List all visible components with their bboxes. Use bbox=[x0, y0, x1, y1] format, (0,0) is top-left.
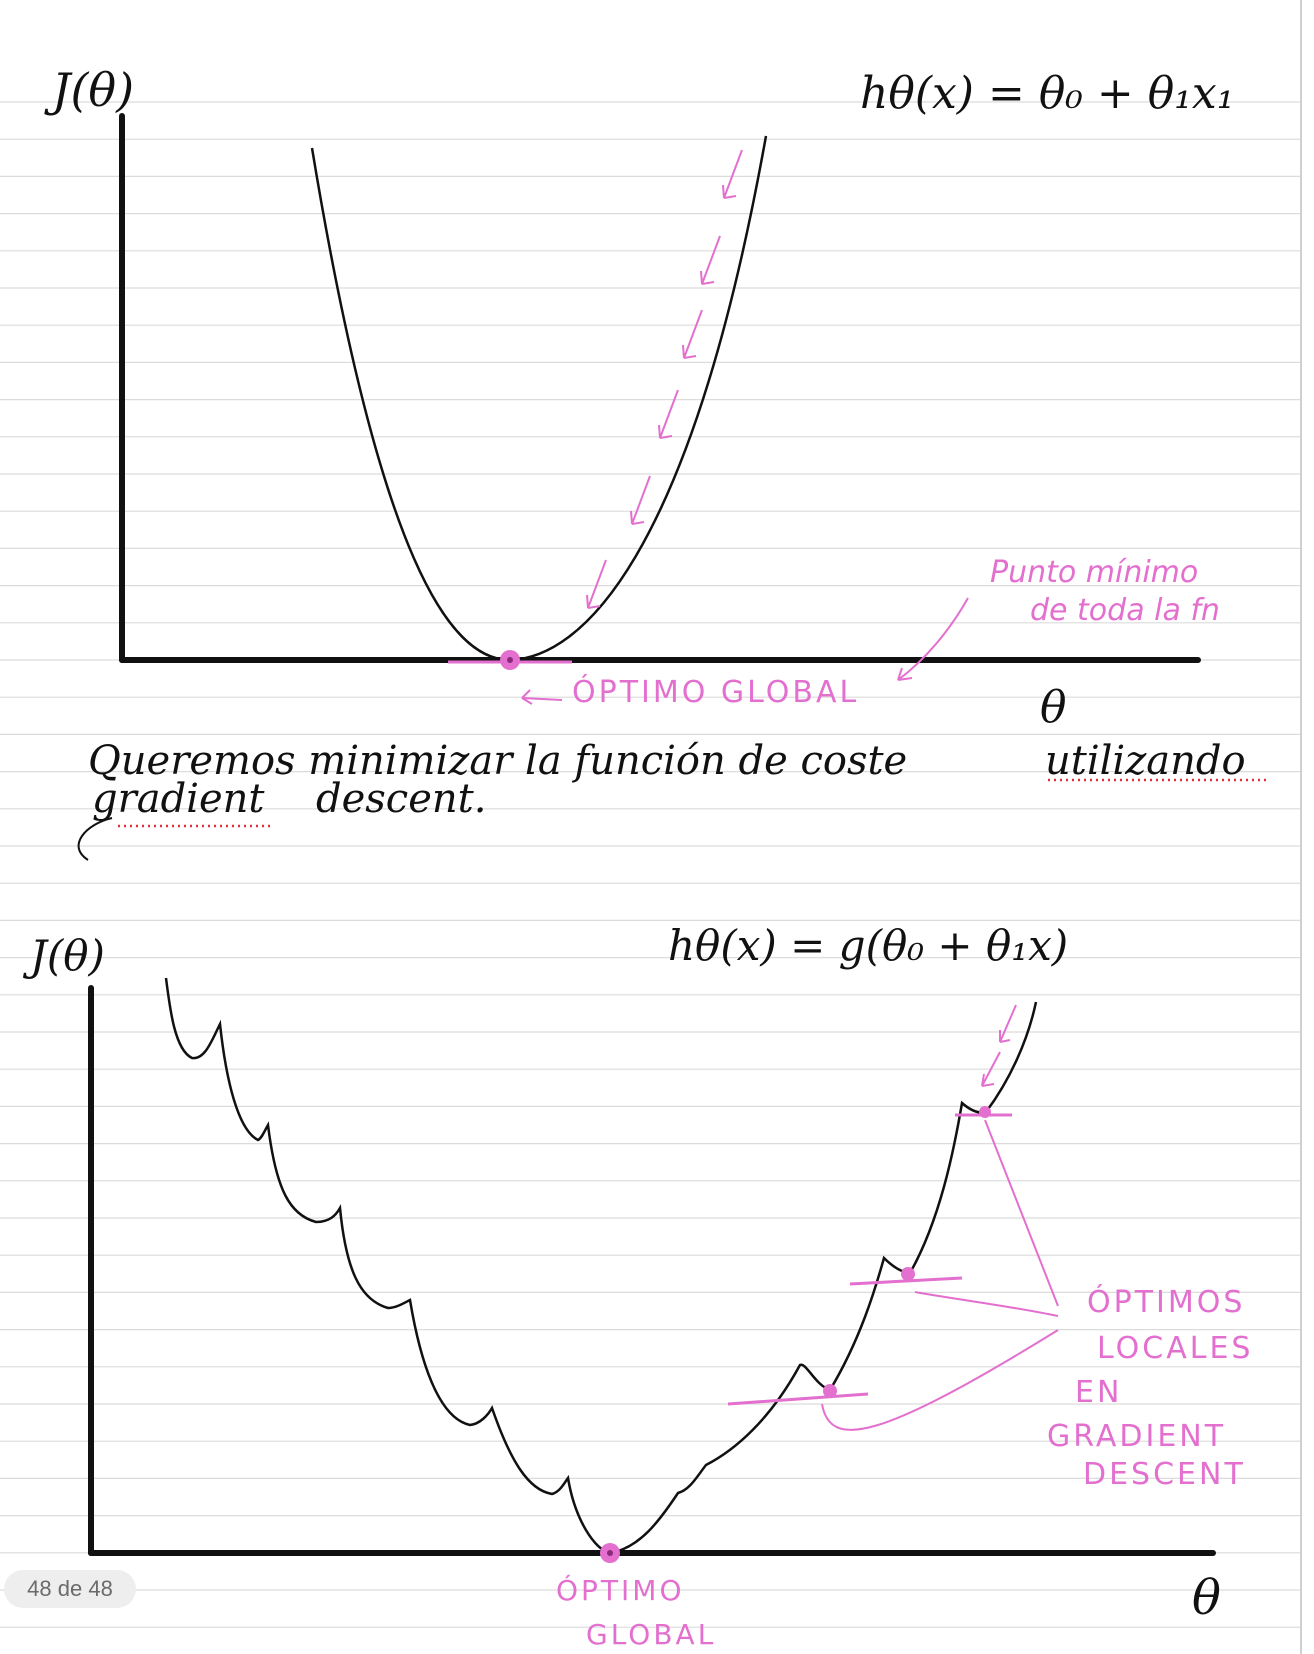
bottom-y-axis-label: J(θ) bbox=[22, 931, 105, 980]
nonconvex-cost-curve bbox=[164, 977, 1038, 1555]
local-optima-connectors bbox=[821, 1119, 1059, 1431]
local-label-1: ÓPTIMOS bbox=[1087, 1283, 1245, 1320]
handwritten-note: Queremos minimizar la función de coste u… bbox=[77, 738, 1266, 861]
local-minimum-dot-3 bbox=[823, 1384, 837, 1398]
page-counter-badge: 48 de 48 bbox=[4, 1570, 136, 1608]
local-minimum-dot-1 bbox=[979, 1106, 991, 1118]
local-label-4: GRADIENT bbox=[1047, 1419, 1226, 1454]
descent-arrow bbox=[586, 559, 607, 609]
top-hypothesis: hθ(x) = θ₀ + θ₁x₁ bbox=[860, 68, 1234, 119]
local-minimum-dot-2 bbox=[901, 1267, 915, 1281]
local-label-2: LOCALES bbox=[1097, 1331, 1253, 1366]
descent-arrow bbox=[658, 389, 679, 439]
bottom-descent-arrows bbox=[981, 1004, 1017, 1087]
bottom-graph: J(θ) hθ(x) = g(θ₀ + θ₁x) ÓPTIMOS LOCALES… bbox=[22, 921, 1253, 1651]
descent-arrow bbox=[682, 309, 703, 359]
bottom-hypothesis: hθ(x) = g(θ₀ + θ₁x) bbox=[668, 921, 1068, 970]
top-global-label: ÓPTIMO GLOBAL bbox=[572, 673, 859, 710]
local-label-5: DESCENT bbox=[1083, 1457, 1246, 1492]
minimum-note-line1: Punto mínimo bbox=[990, 555, 1198, 590]
descent-arrows bbox=[586, 149, 743, 609]
minimum-note-arrow bbox=[897, 597, 969, 681]
local-tangent-2 bbox=[849, 1276, 963, 1286]
minimum-note-line2: de toda la fn bbox=[1030, 593, 1220, 628]
pen-stroke bbox=[77, 817, 113, 861]
bottom-global-label-1: ÓPTIMO bbox=[556, 1573, 684, 1607]
top-x-axis-label: θ bbox=[1040, 682, 1067, 733]
bottom-global-label-2: GLOBAL bbox=[586, 1618, 716, 1651]
note-line1-word-underlined: utilizando bbox=[1045, 738, 1246, 784]
ruled-lines bbox=[0, 101, 1300, 1628]
top-y-axis-label: J(θ) bbox=[44, 63, 134, 117]
note-line2-word-underlined: gradient bbox=[92, 776, 265, 822]
descent-arrow bbox=[700, 235, 721, 285]
note-line2: descent. bbox=[316, 776, 486, 822]
convex-cost-curve bbox=[310, 135, 768, 662]
local-tangent-3 bbox=[727, 1392, 869, 1406]
descent-arrow bbox=[630, 475, 651, 525]
top-graph: J(θ) hθ(x) = θ₀ + θ₁x₁ ÓPTIMO GLOBAL Pun… bbox=[44, 63, 1234, 733]
local-label-3: EN bbox=[1075, 1375, 1122, 1410]
note-line1: Queremos minimizar la función de coste bbox=[88, 738, 907, 784]
bottom-x-axis-label: θ bbox=[1192, 1570, 1221, 1626]
global-pointer-arrow bbox=[521, 689, 563, 705]
descent-arrow bbox=[722, 149, 743, 199]
